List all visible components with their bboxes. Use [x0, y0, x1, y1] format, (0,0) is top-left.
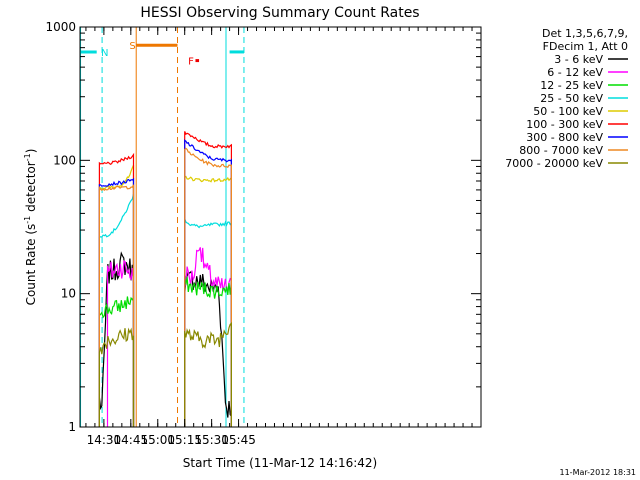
legend-header-line: Det 1,3,5,6,7,9, — [542, 27, 628, 40]
flag-n-label: N — [101, 48, 108, 59]
series-7000-20000-kev-segment-1 — [98, 327, 135, 427]
series-300-800-kev — [98, 139, 232, 427]
series-50-100-kev — [98, 164, 232, 427]
y-tick-label: 100 — [53, 153, 76, 167]
series-12-25-kev-segment-2 — [184, 276, 232, 427]
y-axis-label-prefix: Count Rate (s — [24, 224, 38, 306]
flag-s-label: S — [129, 41, 135, 52]
attenuator-flags: N S F — [80, 27, 245, 427]
legend-label-800-7000-kev: 800 - 7000 keV — [519, 144, 603, 157]
x-tick-label: 15:30 — [194, 433, 229, 447]
x-tick-label: 14:30 — [87, 433, 122, 447]
series-800-7000-kev-segment-2 — [184, 147, 232, 427]
y-axis-label-sup1: -1 — [23, 216, 32, 224]
series-800-7000-kev-segment-1 — [98, 184, 135, 427]
series-7000-20000-kev-segment-2 — [184, 322, 232, 427]
series-800-7000-kev — [98, 147, 232, 427]
legend-label-3-6-kev: 3 - 6 keV — [554, 53, 603, 66]
series-12-25-kev-segment-1 — [98, 295, 135, 427]
series-100-300-kev — [98, 131, 232, 427]
legend-label-7000-20000-kev: 7000 - 20000 keV — [505, 157, 603, 170]
y-tick-label: 1000 — [45, 20, 76, 34]
x-tick-label: 14:45 — [114, 433, 149, 447]
series-300-800-kev-segment-2 — [184, 139, 232, 427]
series-25-50-kev-segment-2 — [184, 218, 232, 427]
series-100-300-kev-segment-1 — [98, 152, 135, 427]
legend: Det 1,3,5,6,7,9,FDecim 1, Att 03 - 6 keV… — [505, 27, 628, 170]
series-7000-20000-kev — [98, 322, 232, 427]
legend-header-line: FDecim 1, Att 0 — [543, 40, 628, 53]
series-50-100-kev-segment-2 — [184, 175, 232, 427]
legend-label-25-50-kev: 25 - 50 keV — [540, 92, 603, 105]
legend-label-50-100-kev: 50 - 100 keV — [533, 105, 603, 118]
series-6-12-kev-segment-1 — [106, 259, 135, 427]
plot-frame — [79, 26, 482, 428]
y-axis-label-suffix: ) — [24, 149, 38, 154]
y-axis-label-sup2: -1 — [23, 153, 32, 161]
legend-label-100-300-kev: 100 - 300 keV — [526, 118, 603, 131]
flag-f-label: F — [188, 57, 194, 68]
legend-label-300-800-kev: 300 - 800 keV — [526, 131, 603, 144]
series-6-12-kev — [106, 247, 232, 427]
x-axis-label: Start Time (11-Mar-12 14:16:42) — [183, 456, 377, 470]
series-25-50-kev — [98, 194, 232, 427]
series-6-12-kev-segment-2 — [184, 247, 232, 427]
y-axis-label-mid: detector — [24, 161, 38, 216]
legend-label-6-12-kev: 6 - 12 keV — [547, 66, 603, 79]
series-100-300-kev-segment-2 — [184, 131, 232, 427]
flag-n: N — [80, 27, 245, 427]
series-3-6-kev-segment-1 — [98, 251, 135, 427]
x-tick-label: 15:15 — [167, 433, 202, 447]
legend-label-12-25-kev: 12 - 25 keV — [540, 79, 603, 92]
flag-s: S — [129, 27, 179, 427]
flag-f: F — [188, 57, 200, 68]
footer-date: 11-Mar-2012 18:31 — [560, 468, 637, 477]
series-12-25-kev — [98, 276, 232, 427]
y-axis-label: Count Rate (s-1 detector-1) — [23, 149, 38, 306]
chart-title: HESSI Observing Summary Count Rates — [140, 5, 419, 21]
y-tick-label: 1 — [68, 420, 76, 434]
series-lines — [98, 131, 232, 427]
y-tick-label: 10 — [61, 287, 76, 301]
series-300-800-kev-segment-1 — [98, 177, 135, 427]
x-tick-label: 15:45 — [221, 433, 256, 447]
series-25-50-kev-segment-1 — [98, 194, 135, 427]
series-3-6-kev — [98, 251, 232, 427]
x-tick-label: 15:00 — [140, 433, 175, 447]
